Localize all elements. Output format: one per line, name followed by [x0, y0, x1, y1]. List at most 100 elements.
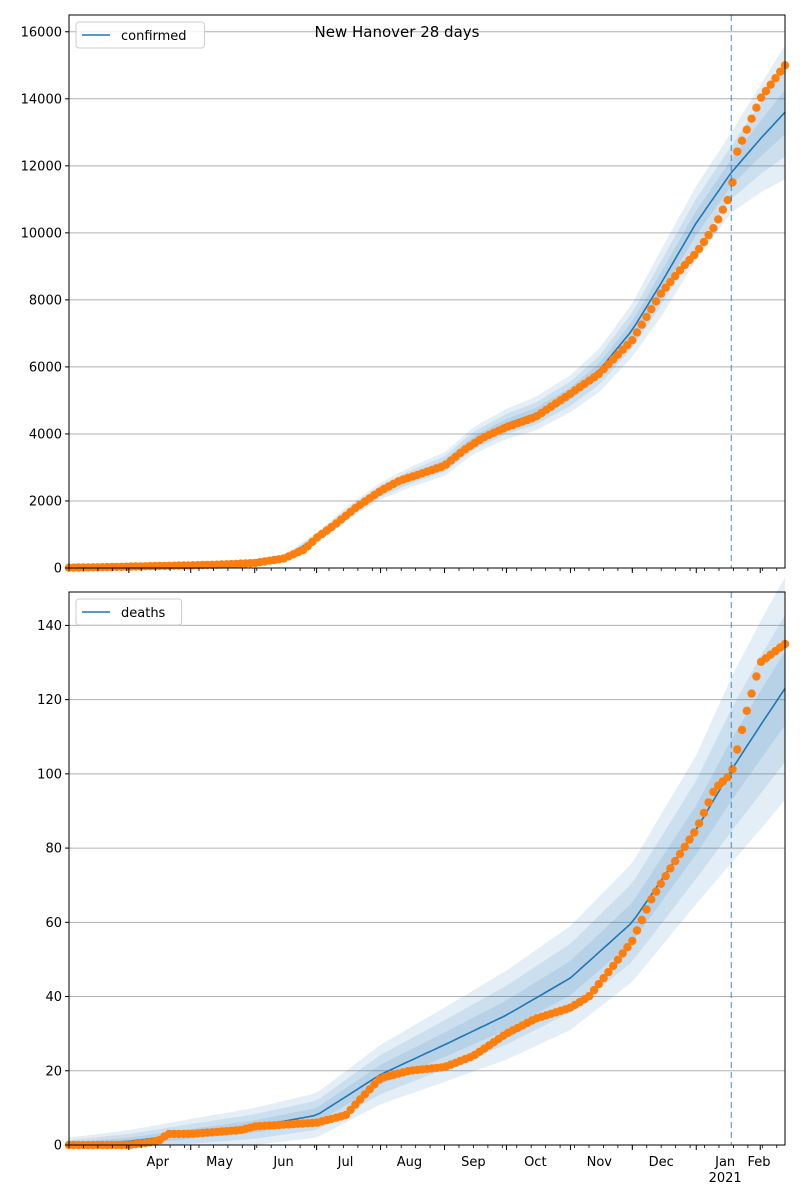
observed-point: [604, 967, 613, 977]
observed-point: [704, 230, 713, 240]
observed-point: [671, 271, 680, 281]
observed-point: [632, 926, 642, 935]
observed-point: [756, 93, 766, 102]
plot-frame: [68, 14, 786, 569]
x-year-label: 2021: [709, 1171, 742, 1186]
y-tick-label: 14000: [21, 92, 62, 107]
observed-point: [671, 856, 680, 866]
legend-label: confirmed: [121, 29, 187, 44]
observed-point: [613, 955, 623, 964]
observed-point: [637, 915, 646, 925]
x-tick-label: Aug: [397, 1155, 422, 1170]
x-tick-label: Apr: [146, 1155, 169, 1170]
legend: deaths: [75, 598, 183, 626]
y-tick-label: 120: [37, 693, 62, 708]
observed-point: [675, 849, 685, 859]
uncertainty-band: [69, 90, 785, 568]
legend-label: deaths: [121, 606, 166, 621]
observed-point: [656, 879, 666, 888]
observed-point: [628, 336, 637, 345]
observed-point: [661, 283, 670, 292]
observed-point: [623, 943, 632, 952]
y-tick-label: 8000: [29, 293, 62, 308]
y-tick-label: 40: [45, 990, 62, 1005]
y-tick-label: 10000: [21, 226, 62, 241]
x-tick-label: May: [206, 1155, 233, 1170]
legend-box: [75, 21, 205, 49]
y-tick-label: 12000: [21, 159, 62, 174]
observed-point: [766, 80, 775, 89]
observed-point: [776, 67, 785, 76]
observed-point: [585, 991, 594, 1001]
observed-point: [704, 798, 713, 807]
observed-point: [599, 973, 608, 983]
observed-point: [728, 178, 737, 187]
observed-point: [632, 328, 642, 337]
observed-point: [651, 887, 661, 896]
observed-point: [761, 86, 771, 96]
observed-point: [618, 949, 627, 958]
uncertainty-band: [69, 68, 785, 568]
y-tick-label: 6000: [29, 360, 62, 375]
x-tick-label: Oct: [524, 1155, 546, 1170]
y-tick-label: 80: [45, 842, 62, 857]
y-tick-label: 16000: [21, 25, 62, 40]
observed-point: [637, 320, 646, 329]
deaths-panel: 0 20 40 60 80 100 120 140 Apr May Jun Jul Aug Sep Oct N…: [37, 577, 790, 1186]
observed-point: [690, 828, 699, 837]
observed-point: [589, 985, 599, 995]
observed-point: [609, 961, 618, 971]
observed-point: [628, 936, 637, 946]
observed-point: [771, 74, 780, 83]
observed-point: [694, 819, 704, 828]
confirmed-panel: 0 2000 4000 6000 8000 10000 12000 14000 16000 con…: [21, 14, 790, 577]
uncertainty-band: [69, 615, 785, 1145]
observed-point: [699, 237, 709, 247]
observed-point: [737, 136, 747, 145]
uncertainty-band: [69, 577, 785, 1145]
x-tick-label: Dec: [649, 1155, 674, 1170]
observed-point: [742, 706, 751, 715]
y-tick-label: 140: [37, 619, 62, 634]
y-tick-label: 2000: [29, 494, 62, 509]
observed-point: [694, 244, 704, 254]
observed-point: [594, 979, 603, 989]
uncertainty-band: [69, 45, 785, 568]
y-tick-label: 100: [37, 767, 62, 782]
observed-point: [709, 787, 718, 797]
x-tick-label: Jan: [714, 1155, 735, 1170]
observed-point: [752, 672, 761, 681]
observed-point: [723, 772, 732, 782]
observed-point: [690, 250, 699, 260]
x-tick-label: Sep: [461, 1155, 486, 1170]
observed-point: [647, 305, 656, 314]
model-line: [68, 111, 786, 569]
y-tick-label: 4000: [29, 427, 62, 442]
observed-point: [728, 765, 737, 774]
legend: confirmed: [75, 21, 205, 49]
observed-point: [642, 312, 651, 322]
plot-frame: [68, 591, 786, 1146]
observed-point: [666, 864, 675, 873]
observed-point: [737, 725, 747, 735]
observed-point: [709, 224, 718, 233]
observed-point: [752, 103, 761, 112]
x-tick-label: Feb: [747, 1155, 770, 1170]
y-tick-label: 20: [45, 1064, 62, 1079]
y-tick-label: 0: [54, 1139, 62, 1154]
observed-point: [723, 195, 732, 205]
legend-box: [75, 598, 183, 626]
observed-point: [747, 114, 756, 123]
observed-point: [718, 205, 728, 214]
observed-point: [699, 808, 709, 818]
observed-point: [680, 842, 689, 851]
observed-point: [661, 871, 670, 881]
observed-point: [733, 147, 742, 156]
observed-point: [747, 689, 756, 698]
observed-point: [733, 745, 742, 754]
uncertainty-band: [69, 651, 785, 1145]
observed-point: [666, 277, 675, 287]
observed-point: [714, 215, 723, 224]
